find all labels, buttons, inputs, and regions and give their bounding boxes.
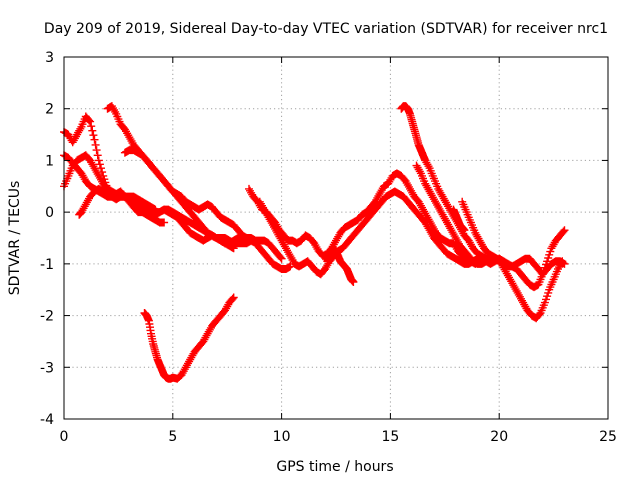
y-tick-label: -2: [40, 309, 54, 325]
series-arc-14: [449, 205, 469, 235]
data-point-marks: [449, 205, 469, 235]
y-tick-label: -3: [40, 360, 54, 376]
chart-title: Day 209 of 2019, Sidereal Day-to-day VTE…: [44, 21, 608, 37]
series-arc-12: [458, 197, 567, 323]
x-axis-label: GPS time / hours: [276, 459, 393, 475]
x-tick-label: 5: [168, 429, 177, 445]
y-tick-label: 2: [45, 102, 54, 118]
series-arc-6: [120, 146, 286, 263]
data-point-marks: [120, 146, 286, 263]
y-tick-label: 0: [45, 205, 54, 221]
data-point-marks: [103, 102, 295, 273]
y-tick-label: -1: [40, 257, 54, 273]
x-tick-label: 10: [273, 429, 291, 445]
x-tick-label: 20: [490, 429, 508, 445]
axis-ticks: [63, 56, 609, 420]
series-arc-13: [323, 244, 358, 286]
data-point-marks: [323, 244, 358, 286]
x-tick-label: 0: [60, 429, 69, 445]
plot-frame: [63, 56, 609, 420]
data-point-marks: [458, 197, 567, 323]
y-axis-label: SDTVAR / TECUs: [7, 181, 23, 296]
y-tick-label: 1: [45, 153, 54, 169]
x-tick-label: 25: [599, 429, 617, 445]
y-tick-label: -4: [40, 412, 54, 428]
series-arc-5: [103, 102, 295, 273]
data-point-marks: [140, 293, 238, 383]
x-tick-label: 15: [381, 429, 399, 445]
data-series: [60, 102, 569, 383]
y-tick-label: 3: [45, 50, 54, 66]
series-arc-7: [140, 293, 238, 383]
axis-tick-labels: 0 5 10 15 20 25 -4 -3 -2 -1 0 1 2 3: [40, 50, 617, 445]
